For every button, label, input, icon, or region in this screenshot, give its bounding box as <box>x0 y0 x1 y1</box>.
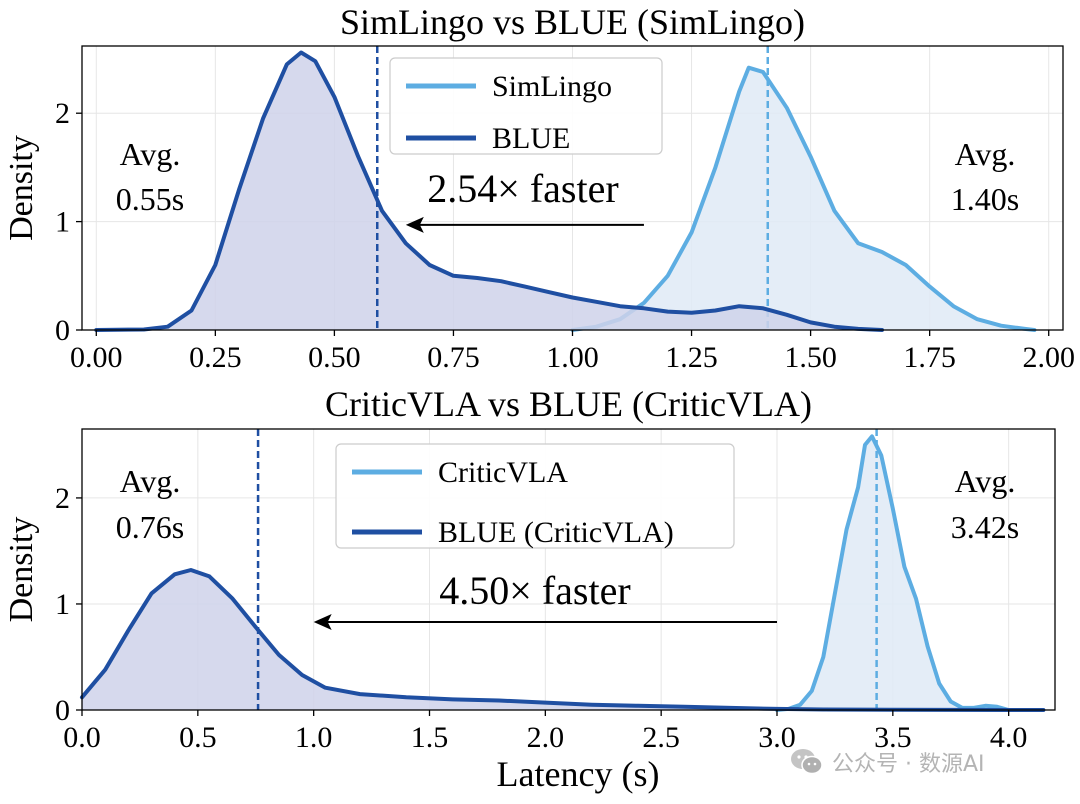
left-avg-label: Avg. <box>120 136 181 172</box>
legend-label: BLUE <box>492 122 570 155</box>
speedup-label: 4.50× faster <box>439 568 630 613</box>
right-avg-value: 3.42s <box>951 509 1019 545</box>
right-avg-label: Avg. <box>955 463 1016 499</box>
series-area-0 <box>572 67 1035 330</box>
left-avg-value: 0.76s <box>116 509 184 545</box>
x-tick-label: 1.75 <box>903 341 956 374</box>
right-avg-value: 1.40s <box>951 181 1019 217</box>
series-line-1 <box>94 50 884 332</box>
left-avg-value: 0.55s <box>116 181 184 217</box>
x-tick-label: 2.5 <box>642 721 680 754</box>
x-tick-label: 0.00 <box>70 341 123 374</box>
x-tick-label: 0.50 <box>308 341 361 374</box>
watermark: 公众号 · 数源AI <box>790 744 985 780</box>
legend-label: SimLingo <box>492 70 612 103</box>
series-area-0 <box>777 436 1009 710</box>
series-line-1 <box>80 568 1046 712</box>
y-tick-label: 2 <box>55 97 70 130</box>
legend-label: BLUE (CriticVLA) <box>438 516 674 549</box>
series-line-0 <box>570 65 1037 332</box>
x-axis-label: Latency (s) <box>497 754 660 794</box>
y-tick-label: 0 <box>55 314 70 347</box>
x-tick-label: 1.00 <box>546 341 599 374</box>
arrow-head <box>405 216 424 233</box>
y-tick-label: 2 <box>55 482 70 515</box>
legend-label: CriticVLA <box>438 456 568 489</box>
speedup-label: 2.54× faster <box>427 166 618 211</box>
wechat-icon <box>791 749 823 775</box>
x-tick-label: 1.25 <box>665 341 718 374</box>
x-tick-label: 2.0 <box>527 721 565 754</box>
x-tick-label: 2.00 <box>1022 341 1075 374</box>
plot-frame <box>81 428 1056 711</box>
right-avg-label: Avg. <box>955 136 1016 172</box>
x-tick-label: 4.0 <box>990 721 1028 754</box>
x-tick-label: 3.0 <box>758 721 796 754</box>
watermark-text: 公众号 · 数源AI <box>832 752 985 777</box>
x-tick-label: 0.75 <box>427 341 480 374</box>
left-avg-label: Avg. <box>120 463 181 499</box>
x-tick-label: 1.50 <box>784 341 837 374</box>
x-tick-label: 3.5 <box>874 721 912 754</box>
series-area-1 <box>96 52 883 330</box>
chart-title: SimLingo vs BLUE (SimLingo) <box>340 2 805 42</box>
y-axis-label: Density <box>3 135 40 241</box>
x-tick-label: 0.0 <box>63 721 101 754</box>
x-tick-label: 1.5 <box>411 721 449 754</box>
y-tick-label: 1 <box>55 206 70 239</box>
x-tick-label: 0.25 <box>189 341 242 374</box>
x-tick-label: 1.0 <box>295 721 333 754</box>
legend <box>389 57 663 155</box>
legend <box>335 443 735 549</box>
y-tick-label: 0 <box>55 694 70 727</box>
y-axis-label: Density <box>3 517 40 623</box>
arrow-head <box>313 613 332 630</box>
x-tick-label: 0.5 <box>179 721 217 754</box>
y-tick-label: 1 <box>55 588 70 621</box>
chart-title: CriticVLA vs BLUE (CriticVLA) <box>325 384 812 424</box>
series-area-1 <box>82 570 1044 710</box>
series-line-0 <box>775 434 1011 712</box>
